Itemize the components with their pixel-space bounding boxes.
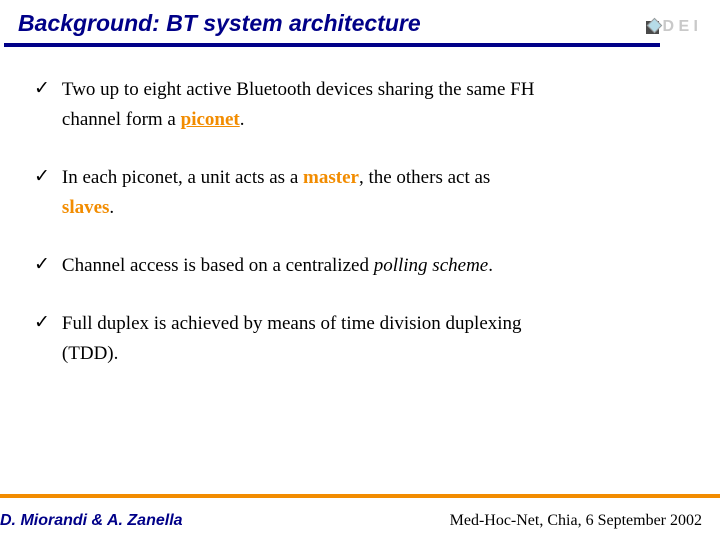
logo-text: D E I	[662, 18, 698, 36]
highlight-master: master	[303, 167, 359, 188]
bullet-text: Full duplex is achieved by means of time…	[62, 309, 542, 369]
bullet-item: ✓ Two up to eight active Bluetooth devic…	[34, 75, 670, 135]
bullet-text-span: .	[240, 109, 245, 130]
bullet-item: ✓ Channel access is based on a centraliz…	[34, 251, 670, 281]
slide-title: Background: BT system architecture	[0, 0, 720, 43]
bullet-text-span: Two up to eight active Bluetooth devices…	[62, 79, 535, 130]
bullet-text-span: Full duplex is achieved by means of time…	[62, 313, 522, 364]
slide-body: ✓ Two up to eight active Bluetooth devic…	[0, 47, 720, 369]
highlight-slaves: slaves	[62, 197, 110, 218]
footer: D. Miorandi & A. Zanella Med-Hoc-Net, Ch…	[0, 512, 720, 530]
check-icon: ✓	[34, 163, 50, 191]
footer-venue: Med-Hoc-Net, Chia, 6 September 2002	[450, 512, 702, 530]
check-icon: ✓	[34, 75, 50, 103]
bullet-text-span: Channel access is based on a centralized	[62, 255, 374, 276]
bullet-item: ✓ Full duplex is achieved by means of ti…	[34, 309, 670, 369]
bullet-item: ✓ In each piconet, a unit acts as a mast…	[34, 163, 670, 223]
slide: Background: BT system architecture D E I…	[0, 0, 720, 540]
bullet-text-span: , the others act as	[359, 167, 490, 188]
italic-polling: polling scheme	[374, 255, 489, 276]
bullet-text-span: .	[109, 197, 114, 218]
highlight-piconet: piconet	[181, 109, 240, 130]
check-icon: ✓	[34, 309, 50, 337]
bottom-divider	[0, 494, 720, 498]
footer-authors: D. Miorandi & A. Zanella	[0, 512, 183, 530]
bullet-text: Two up to eight active Bluetooth devices…	[62, 75, 542, 135]
bullet-text: In each piconet, a unit acts as a master…	[62, 163, 542, 223]
bullet-text: Channel access is based on a centralized…	[62, 251, 493, 281]
check-icon: ✓	[34, 251, 50, 279]
bullet-text-span: .	[488, 255, 493, 276]
bullet-text-span: In each piconet, a unit acts as a	[62, 167, 303, 188]
